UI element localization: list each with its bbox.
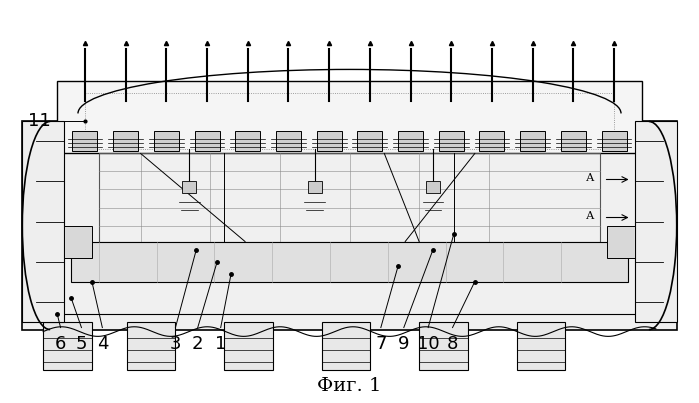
Bar bbox=[64, 226, 92, 258]
Bar bbox=[607, 226, 635, 258]
Text: 6: 6 bbox=[55, 334, 66, 353]
Text: 9: 9 bbox=[398, 334, 410, 353]
Text: 11: 11 bbox=[28, 112, 51, 131]
Bar bbox=[182, 181, 196, 193]
Bar bbox=[43, 322, 92, 370]
Bar bbox=[517, 322, 565, 370]
Bar bbox=[235, 131, 260, 152]
Bar bbox=[276, 131, 301, 152]
Bar bbox=[520, 131, 545, 152]
Bar bbox=[113, 131, 138, 152]
Bar bbox=[561, 131, 586, 152]
Bar bbox=[224, 322, 273, 370]
Bar bbox=[357, 131, 382, 152]
Text: 2: 2 bbox=[192, 334, 203, 353]
Bar bbox=[43, 141, 656, 314]
Bar bbox=[439, 131, 464, 152]
Bar bbox=[308, 181, 322, 193]
Bar bbox=[480, 131, 505, 152]
Text: 7: 7 bbox=[375, 334, 387, 353]
Text: Фиг. 1: Фиг. 1 bbox=[317, 376, 382, 395]
Text: А: А bbox=[586, 173, 595, 183]
Bar bbox=[73, 131, 97, 152]
Text: 4: 4 bbox=[96, 334, 108, 353]
Bar bbox=[426, 181, 440, 193]
Bar bbox=[194, 131, 219, 152]
Bar bbox=[635, 121, 677, 322]
Text: 8: 8 bbox=[447, 334, 459, 353]
Bar bbox=[602, 131, 626, 152]
Bar bbox=[398, 131, 423, 152]
Text: А: А bbox=[586, 211, 595, 221]
Bar bbox=[71, 241, 628, 282]
Bar bbox=[322, 322, 370, 370]
Text: 5: 5 bbox=[75, 334, 87, 353]
Bar bbox=[419, 322, 468, 370]
Bar bbox=[22, 121, 677, 330]
Text: 1: 1 bbox=[215, 334, 226, 353]
Bar bbox=[154, 131, 179, 152]
Bar bbox=[317, 131, 342, 152]
Bar bbox=[22, 121, 64, 322]
Bar bbox=[127, 322, 175, 370]
Bar bbox=[99, 154, 600, 241]
Text: 3: 3 bbox=[170, 334, 181, 353]
Bar bbox=[57, 81, 642, 154]
Text: 10: 10 bbox=[417, 334, 440, 353]
